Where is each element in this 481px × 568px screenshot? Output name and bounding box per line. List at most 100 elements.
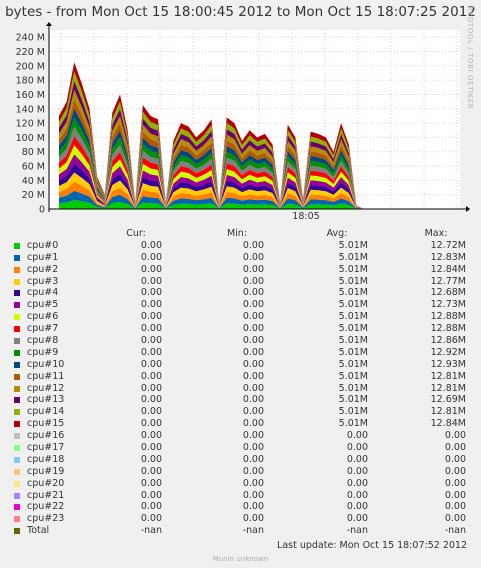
legend-min: 0.00	[242, 358, 264, 370]
legend-name: cpu#14	[27, 406, 65, 418]
legend-min: 0.00	[242, 370, 264, 382]
y-tick-label: 20 M	[22, 190, 45, 201]
y-tick-label: 240 M	[16, 33, 45, 44]
legend-swatch	[14, 504, 20, 511]
legend-row: cpu#3 0.00 0.00 5.01M 12.77M	[10, 276, 472, 288]
legend-name: cpu#22	[27, 501, 65, 513]
legend-max: 0.00	[444, 442, 466, 454]
legend-cur: 0.00	[140, 394, 162, 406]
last-update: Last update: Mon Oct 15 18:07:52 2012	[277, 540, 467, 551]
legend-min: 0.00	[242, 501, 264, 513]
legend-row: cpu#4 0.00 0.00 5.01M 12.68M	[10, 287, 472, 299]
y-tick-label: 120 M	[16, 119, 45, 130]
legend-max: 0.00	[444, 453, 466, 465]
legend-max: 12.81M	[430, 370, 466, 382]
legend-row: cpu#12 0.00 0.00 5.01M 12.81M	[10, 383, 472, 395]
legend-avg: 5.01M	[338, 418, 368, 430]
legend-name: cpu#6	[27, 311, 59, 323]
legend-cur: 0.00	[140, 430, 162, 442]
legend-avg: 0.00	[346, 477, 368, 489]
legend-name: cpu#13	[27, 394, 65, 406]
legend-swatch	[14, 516, 20, 523]
legend-min: 0.00	[242, 263, 264, 275]
legend-swatch	[14, 326, 20, 333]
legend-min: 0.00	[242, 275, 264, 287]
legend-max: 12.77M	[430, 275, 466, 287]
legend-avg: 5.01M	[338, 263, 368, 275]
legend-row: cpu#11 0.00 0.00 5.01M 12.81M	[10, 371, 472, 383]
legend-row: cpu#10 0.00 0.00 5.01M 12.93M	[10, 359, 472, 371]
legend-cur: 0.00	[140, 370, 162, 382]
legend-swatch	[14, 433, 20, 440]
legend-name: cpu#9	[27, 346, 59, 358]
legend-max: 12.92M	[430, 346, 466, 358]
legend-max: 12.83M	[430, 251, 466, 263]
legend-max: 12.81M	[430, 406, 466, 418]
legend-max: 12.84M	[430, 263, 466, 275]
legend-name: cpu#4	[27, 287, 59, 299]
legend-max: 12.86M	[430, 335, 466, 347]
legend-avg: 5.01M	[338, 382, 368, 394]
legend-avg: 0.00	[346, 442, 368, 454]
legend-cur: 0.00	[140, 299, 162, 311]
legend-swatch	[14, 266, 20, 273]
legend-cur: 0.00	[140, 465, 162, 477]
legend-name: cpu#16	[27, 430, 65, 442]
legend-min: 0.00	[242, 287, 264, 299]
legend-swatch	[14, 397, 20, 404]
y-tick-label: 80 M	[22, 147, 45, 158]
legend-max: 0.00	[444, 489, 466, 501]
legend-swatch	[14, 242, 20, 249]
y-tick-label: 0	[39, 205, 45, 216]
legend-name: cpu#17	[27, 442, 65, 454]
legend-avg: -nan	[346, 525, 368, 537]
legend-min: 0.00	[242, 323, 264, 335]
legend-row: Total -nan -nan -nan -nan	[10, 525, 472, 537]
legend-swatch	[14, 349, 20, 356]
legend-name: cpu#2	[27, 263, 59, 275]
legend-swatch	[14, 445, 20, 452]
legend-cur: 0.00	[140, 453, 162, 465]
legend-row: cpu#20 0.00 0.00 0.00 0.00	[10, 478, 472, 490]
y-tick-label: 200 M	[16, 61, 45, 72]
rrdtool-credit: RRDTOOL / TOBI OETIKER	[466, 6, 474, 110]
series-area-cpu1	[59, 190, 364, 209]
legend-row: cpu#2 0.00 0.00 5.01M 12.84M	[10, 264, 472, 276]
legend-avg: 5.01M	[338, 311, 368, 323]
legend-min: 0.00	[242, 465, 264, 477]
legend-row: cpu#16 0.00 0.00 0.00 0.00	[10, 430, 472, 442]
legend-max: 12.84M	[430, 418, 466, 430]
legend-max: 12.72M	[430, 239, 466, 251]
header-avg: Avg:	[326, 228, 348, 239]
legend-cur: 0.00	[140, 477, 162, 489]
legend-name: cpu#21	[27, 489, 65, 501]
legend-swatch	[14, 373, 20, 380]
legend-min: 0.00	[242, 513, 264, 525]
legend-min: 0.00	[242, 489, 264, 501]
series-area-cpu3	[59, 172, 364, 209]
y-tick-label: 140 M	[16, 104, 45, 115]
legend-avg: 5.01M	[338, 287, 368, 299]
legend-cur: 0.00	[140, 406, 162, 418]
legend-min: 0.00	[242, 406, 264, 418]
legend-cur: 0.00	[140, 239, 162, 251]
legend-header: Cur: Min: Avg: Max:	[10, 228, 472, 240]
legend-min: 0.00	[242, 251, 264, 263]
legend-name: Total	[27, 525, 50, 537]
legend-cur: 0.00	[140, 489, 162, 501]
legend-max: 0.00	[444, 501, 466, 513]
legend-avg: 0.00	[346, 489, 368, 501]
legend-min: 0.00	[242, 430, 264, 442]
legend-avg: 5.01M	[338, 299, 368, 311]
stacked-area-chart: 0 20 M 40 M 60 M 80 M 100 M 120 M 140 M 160 M 180…	[16, 22, 470, 222]
legend-swatch	[14, 385, 20, 392]
legend-swatch	[14, 278, 20, 285]
legend-swatch	[14, 302, 20, 309]
legend-min: 0.00	[242, 346, 264, 358]
series-area-cpu4	[59, 163, 364, 209]
header-min: Min:	[226, 228, 248, 239]
legend-cur: 0.00	[140, 323, 162, 335]
chart-title: bytes - from Mon Oct 15 18:00:45 2012 to…	[5, 4, 476, 20]
footer-credit: Munin unknown	[212, 555, 269, 563]
legend-min: 0.00	[242, 299, 264, 311]
